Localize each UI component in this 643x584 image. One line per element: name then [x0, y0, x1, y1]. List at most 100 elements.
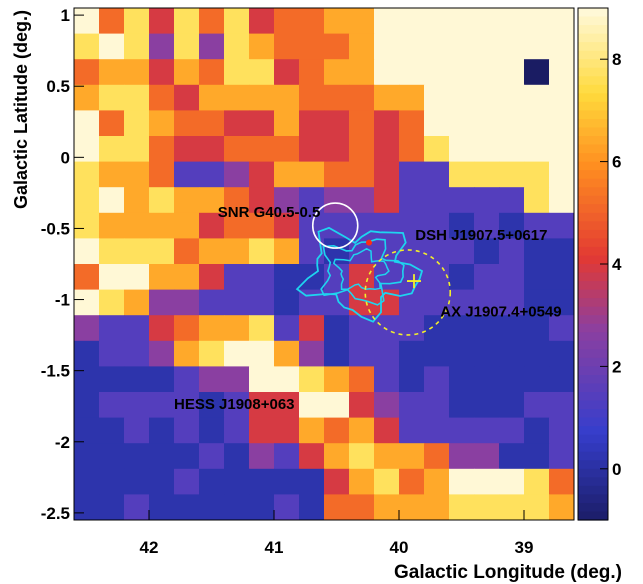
heatmap-cell: [174, 8, 200, 35]
heatmap-cell: [99, 110, 125, 137]
heatmap-cell: [324, 366, 350, 393]
heatmap-cell: [199, 468, 225, 495]
heatmap-cell: [149, 340, 175, 367]
heatmap-cell: [149, 110, 175, 137]
heatmap-cell: [224, 238, 250, 265]
colorbar-segment: [578, 451, 608, 461]
heatmap-cell: [424, 417, 450, 444]
heatmap-cell: [299, 212, 325, 239]
heatmap-cell: [374, 84, 400, 111]
heatmap-cell: [449, 8, 475, 35]
heatmap-cell: [199, 315, 225, 342]
heatmap-cell: [474, 264, 500, 291]
heatmap-cell: [324, 84, 350, 111]
heatmap-cell: [199, 59, 225, 86]
y-tick-label: 0: [61, 148, 70, 167]
heatmap-cell: [349, 443, 375, 470]
heatmap-cell: [299, 84, 325, 111]
heatmap-cell: [74, 84, 100, 111]
heatmap-cell: [474, 340, 500, 367]
heatmap-cell: [399, 84, 425, 111]
heatmap-cell: [149, 264, 175, 291]
heatmap-cell: [299, 494, 325, 521]
heatmap-cell: [549, 289, 575, 316]
dsh-marker: [366, 239, 372, 246]
heatmap-cell: [524, 136, 550, 163]
colorbar-segment: [578, 315, 608, 325]
heatmap-cell: [224, 392, 250, 419]
colorbar-segment: [578, 272, 608, 282]
hess-contours: [295, 226, 424, 323]
colorbar-segment: [578, 443, 608, 453]
heatmap-cell: [174, 494, 200, 521]
colorbar-segment: [578, 153, 608, 163]
heatmap-cell: [399, 417, 425, 444]
heatmap-cell: [124, 161, 150, 188]
heatmap-cell: [549, 443, 575, 470]
heatmap-cell: [399, 187, 425, 214]
heatmap-cell: [399, 8, 425, 35]
colorbar-segment: [578, 8, 608, 18]
colorbar-segment: [578, 400, 608, 410]
colorbar-segment: [578, 161, 608, 171]
heatmap-cell: [174, 161, 200, 188]
heatmap-cell: [399, 315, 425, 342]
heatmap-cell: [474, 392, 500, 419]
heatmap-cell: [499, 264, 525, 291]
heatmap-cell: [174, 238, 200, 265]
heatmap-cell: [99, 468, 125, 495]
heatmap-cell: [74, 264, 100, 291]
heatmap-cell: [474, 8, 500, 35]
heatmap-cell: [449, 443, 475, 470]
heatmap-cell: [199, 110, 225, 137]
colorbar-segment: [578, 238, 608, 248]
heatmap-cell: [199, 289, 225, 316]
heatmap-cell: [299, 264, 325, 291]
heatmap-cell: [424, 187, 450, 214]
heatmap-cell: [274, 315, 300, 342]
heatmap-cell: [524, 315, 550, 342]
colorbar-segment: [578, 298, 608, 308]
heatmap-cell: [524, 84, 550, 111]
heatmap-cell: [499, 136, 525, 163]
heatmap-cell: [174, 417, 200, 444]
colorbar-segment: [578, 434, 608, 444]
heatmap-cell: [424, 392, 450, 419]
heatmap-cell: [249, 366, 275, 393]
annotation-snr: SNR G40.5-0.5: [218, 204, 321, 221]
colorbar-segment: [578, 204, 608, 214]
colorbar-segment: [578, 221, 608, 231]
heatmap-cell: [424, 315, 450, 342]
heatmap-cell: [249, 8, 275, 35]
heatmap-cell: [549, 136, 575, 163]
heatmap-cell: [499, 238, 525, 265]
heatmap-cell: [399, 468, 425, 495]
heatmap-cell: [174, 33, 200, 60]
heatmap-cell: [224, 264, 250, 291]
heatmap-cell: [524, 443, 550, 470]
heatmap-cell: [274, 417, 300, 444]
heatmap-cell: [524, 110, 550, 137]
colorbar-segment: [578, 349, 608, 359]
heatmap-cell: [124, 494, 150, 521]
heatmap-cell: [299, 315, 325, 342]
heatmap-cell: [474, 238, 500, 265]
heatmap-cell: [274, 340, 300, 367]
colorbar-segment: [578, 383, 608, 393]
heatmap-cell: [274, 136, 300, 163]
heatmap-cell: [149, 468, 175, 495]
heatmap-cell: [99, 315, 125, 342]
heatmap-cells: [74, 8, 575, 521]
heatmap-cell: [224, 315, 250, 342]
heatmap-cell: [74, 289, 100, 316]
colorbar-segment: [578, 332, 608, 342]
heatmap-cell: [349, 340, 375, 367]
heatmap-cell: [99, 443, 125, 470]
heatmap-cell: [424, 84, 450, 111]
heatmap-cell: [274, 84, 300, 111]
heatmap-cell: [324, 468, 350, 495]
ax-marker-cross: [407, 274, 421, 289]
heatmap-cell: [474, 187, 500, 214]
heatmap-cell: [124, 187, 150, 214]
colorbar-segment: [578, 306, 608, 316]
